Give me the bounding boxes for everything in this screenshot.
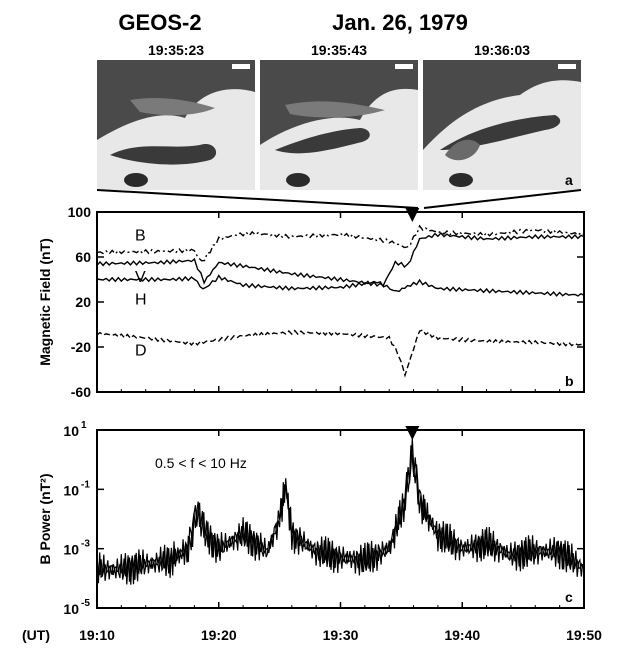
time-tick-label: 19:20 bbox=[201, 627, 237, 643]
panel-b-ytick-label: -60 bbox=[71, 384, 91, 400]
series-label-b: B bbox=[135, 228, 146, 245]
series-label-v: V bbox=[135, 269, 146, 286]
series-line-b bbox=[96, 224, 585, 262]
power-series-line bbox=[96, 438, 584, 585]
panel-b-ytick-label: 100 bbox=[68, 204, 92, 220]
panel-c-ytick-base: 10 bbox=[63, 601, 79, 617]
panel-b-ytick-label: 60 bbox=[75, 249, 91, 265]
frequency-band-annotation: 0.5 < f < 10 Hz bbox=[155, 455, 247, 471]
panel-label-b: b bbox=[565, 373, 574, 389]
figure-title-right: Jan. 26, 1979 bbox=[332, 10, 468, 35]
panel-c-ytick-exp: -3 bbox=[81, 539, 90, 550]
aurora-frame-1 bbox=[97, 60, 255, 190]
series-line-d bbox=[96, 329, 585, 378]
panel-c-ylabel: B Power (nT²) bbox=[37, 474, 53, 565]
aurora-frame-3 bbox=[423, 60, 581, 190]
panel-c-ytick-exp: 1 bbox=[81, 420, 87, 431]
panel-b-ytick-label: 20 bbox=[75, 294, 91, 310]
panel-c-ytick-exp: -5 bbox=[81, 598, 90, 609]
time-tick-label: 19:50 bbox=[566, 627, 602, 643]
frame-time-1: 19:35:23 bbox=[148, 42, 204, 58]
panel-c-ytick-base: 10 bbox=[63, 423, 79, 439]
panel-c-ytick-exp: -1 bbox=[81, 479, 90, 490]
panel-label-a: a bbox=[565, 172, 573, 188]
series-line-h bbox=[96, 274, 585, 297]
frame-time-connector bbox=[96, 189, 582, 209]
panel-b-ylabel: Magnetic Field (nT) bbox=[37, 238, 53, 366]
time-tick-label: 19:10 bbox=[79, 627, 115, 643]
panel-b-ytick-label: -20 bbox=[71, 339, 91, 355]
figure-title-left: GEOS-2 bbox=[118, 10, 201, 35]
time-tick-label: 19:30 bbox=[323, 627, 359, 643]
panel-c-ytick-base: 10 bbox=[63, 482, 79, 498]
aurora-frame-2 bbox=[260, 60, 418, 190]
frame-time-2: 19:35:43 bbox=[311, 42, 367, 58]
series-label-h: H bbox=[135, 292, 147, 309]
time-marker-triangle bbox=[405, 208, 420, 222]
series-line-v bbox=[96, 231, 585, 288]
chart-dynamic-layer: 19:10 19:20 19:30 19:40 19:50 100 60 20 -20 -60 B V… bbox=[63, 204, 602, 643]
time-tick-label: 19:40 bbox=[444, 627, 480, 643]
power-series-line bbox=[96, 445, 584, 585]
panel-label-c: c bbox=[565, 589, 573, 605]
panel-c-ytick-base: 10 bbox=[63, 542, 79, 558]
time-axis-unit-label: (UT) bbox=[22, 627, 50, 643]
frame-time-3: 19:36:03 bbox=[474, 42, 530, 58]
time-marker-triangle bbox=[405, 426, 420, 440]
series-label-d: D bbox=[135, 343, 147, 360]
